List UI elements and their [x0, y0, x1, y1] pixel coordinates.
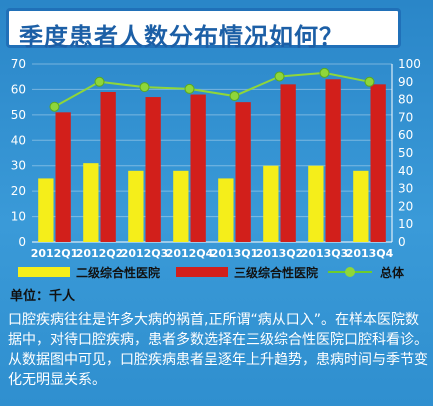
bar-tertiary [280, 84, 296, 242]
y-right-tick-label: 90 [398, 75, 413, 89]
y-right-tick-label: 40 [398, 164, 413, 178]
legend-swatch-tertiary [176, 267, 228, 277]
point-total [184, 83, 195, 94]
chart-svg: 0 10 20 30 40 50 60 70 0 10 20 30 40 50 60 70 80 90 100 201… [11, 57, 421, 260]
bar-secondary [263, 165, 279, 242]
legend-label-total: 总体 [380, 265, 405, 280]
bar-secondary [128, 170, 144, 242]
point-total [94, 76, 105, 87]
y-right-tick-label: 70 [398, 110, 413, 124]
bar-tertiary [370, 84, 386, 242]
legend-item-tertiary: 三级综合性医院 [176, 263, 318, 281]
point-total [229, 91, 240, 102]
caption-text: 口腔疾病往往是许多大病的祸首,正所谓“病从口入”。在样本医院数据中，对待口腔疾病… [8, 312, 428, 388]
bar-tertiary [100, 91, 116, 242]
bar-tertiary [325, 79, 341, 242]
y-left-tick-label: 60 [11, 82, 26, 96]
x-tick-label: 2013Q2 [256, 247, 304, 260]
y-right-tick-label: 50 [398, 146, 413, 160]
y-left-tick-label: 50 [11, 108, 26, 122]
x-tick-label: 2013Q4 [346, 247, 394, 260]
x-tick-label: 2012Q3 [121, 247, 169, 260]
chart-area: 0 10 20 30 40 50 60 70 0 10 20 30 40 50 60 70 80 90 100 201… [0, 52, 433, 312]
bar-secondary [308, 165, 324, 242]
x-tick-label: 2012Q1 [31, 247, 79, 260]
line-total [54, 71, 370, 108]
x-tick-label: 2013Q3 [301, 247, 349, 260]
legend-swatch-secondary [18, 267, 70, 277]
bar-secondary [173, 170, 189, 242]
bar-secondary [38, 178, 54, 242]
legend-dot-total [345, 267, 355, 277]
bar-secondary [353, 170, 369, 242]
y-right-tick-label: 80 [398, 93, 413, 107]
bar-tertiary [235, 102, 251, 242]
chart-title: 季度患者人数分布情况如何？ [19, 23, 344, 51]
point-total [139, 82, 150, 93]
y-right-tick-label: 10 [398, 217, 413, 231]
y-right-tick-label: 30 [398, 182, 413, 196]
point-total [49, 101, 60, 112]
legend-label-tertiary: 三级综合性医院 [234, 265, 319, 280]
bar-secondary [218, 178, 234, 242]
x-tick-label: 2012Q2 [76, 247, 124, 260]
y-left-tick-label: 40 [11, 133, 26, 147]
title-box: 季度患者人数分布情况如何？ [6, 8, 401, 51]
x-tick-label: 2012Q4 [166, 247, 214, 260]
unit-label: 单位：千人 [10, 289, 76, 304]
bar-tertiary [190, 94, 206, 242]
point-total [319, 67, 330, 78]
point-total [274, 71, 285, 82]
bar-secondary [83, 163, 99, 242]
bar-tertiary [55, 112, 71, 242]
legend-label-secondary: 二级综合性医院 [76, 265, 161, 280]
bar-tertiary [145, 97, 161, 242]
point-total [364, 76, 375, 87]
legend-item-total: 总体 [328, 263, 404, 281]
chart-legend: 二级综合性医院 三级综合性医院 总体 [18, 263, 428, 281]
legend-line-total [328, 267, 372, 277]
legend-item-secondary: 二级综合性医院 [18, 263, 160, 281]
y-left-tick-label: 0 [18, 235, 26, 249]
y-left-tick-label: 20 [11, 184, 26, 198]
y-left-tick-label: 10 [11, 210, 26, 224]
y-right-tick-label: 20 [398, 199, 413, 213]
y-right-tick-label: 60 [398, 128, 413, 142]
y-left-tick-label: 30 [11, 159, 26, 173]
y-left-tick-label: 70 [11, 57, 26, 71]
y-right-tick-label: 0 [398, 235, 406, 249]
x-tick-label: 2013Q1 [211, 247, 259, 260]
y-right-tick-label: 100 [398, 57, 421, 71]
